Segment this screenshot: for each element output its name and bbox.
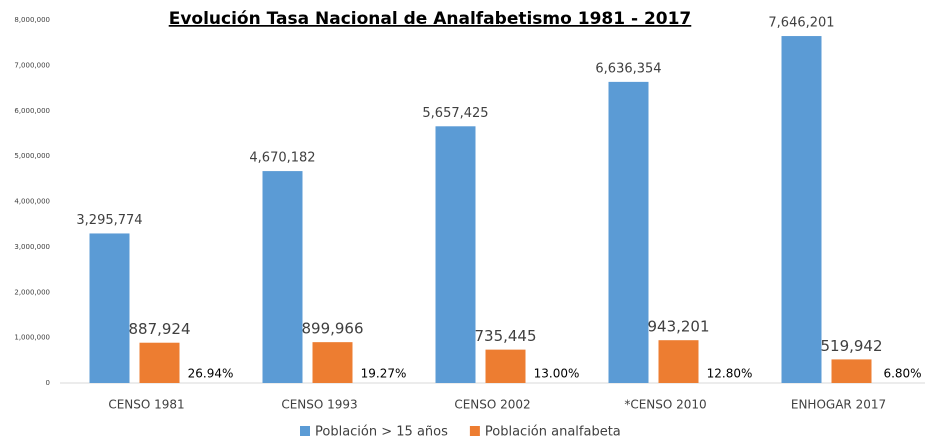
annotation: 12.80% bbox=[707, 367, 753, 381]
bar bbox=[831, 359, 872, 383]
value-label: 899,966 bbox=[301, 320, 363, 338]
y-tick-label: 8,000,000 bbox=[14, 16, 50, 24]
legend-label: Población analfabeta bbox=[485, 425, 621, 440]
x-tick-label: *CENSO 2010 bbox=[624, 398, 706, 412]
y-tick-label: 0 bbox=[46, 379, 50, 387]
value-label: 6,636,354 bbox=[595, 61, 661, 76]
bar bbox=[658, 340, 699, 383]
y-tick-label: 7,000,000 bbox=[14, 61, 50, 69]
value-label: 887,924 bbox=[128, 320, 190, 338]
y-tick-label: 3,000,000 bbox=[14, 243, 50, 251]
value-label: 5,657,425 bbox=[422, 106, 488, 121]
bar bbox=[262, 171, 303, 383]
x-tick-label: CENSO 2002 bbox=[454, 398, 530, 412]
y-tick-label: 5,000,000 bbox=[14, 152, 50, 160]
bar bbox=[89, 233, 130, 383]
annotation: 13.00% bbox=[534, 367, 580, 381]
x-tick-label: ENHOGAR 2017 bbox=[791, 398, 886, 412]
y-tick-label: 1,000,000 bbox=[14, 334, 50, 342]
value-label: 735,445 bbox=[474, 327, 536, 345]
value-label: 4,670,182 bbox=[249, 151, 315, 166]
value-label: 943,201 bbox=[647, 318, 709, 336]
bar bbox=[139, 342, 180, 383]
legend-swatch bbox=[469, 426, 480, 436]
chart-title: Evolución Tasa Nacional de Analfabetismo… bbox=[169, 9, 692, 29]
bar bbox=[435, 126, 476, 383]
bar bbox=[312, 342, 353, 383]
bar bbox=[608, 81, 649, 384]
legend-swatch bbox=[300, 426, 310, 436]
value-label: 3,295,774 bbox=[76, 213, 142, 228]
y-tick-label: 2,000,000 bbox=[14, 288, 50, 296]
annotation: 19.27% bbox=[361, 367, 407, 381]
value-label: 7,646,201 bbox=[768, 16, 834, 31]
bar bbox=[781, 36, 822, 384]
annotation: 6.80% bbox=[883, 367, 921, 381]
value-label: 519,942 bbox=[820, 337, 882, 355]
annotation: 26.94% bbox=[188, 367, 234, 381]
legend-label: Población > 15 años bbox=[315, 425, 448, 440]
y-tick-label: 4,000,000 bbox=[14, 198, 50, 206]
y-tick-label: 6,000,000 bbox=[14, 107, 50, 115]
x-tick-label: CENSO 1981 bbox=[108, 398, 184, 412]
x-tick-label: CENSO 1993 bbox=[281, 398, 357, 412]
bar bbox=[485, 349, 526, 383]
